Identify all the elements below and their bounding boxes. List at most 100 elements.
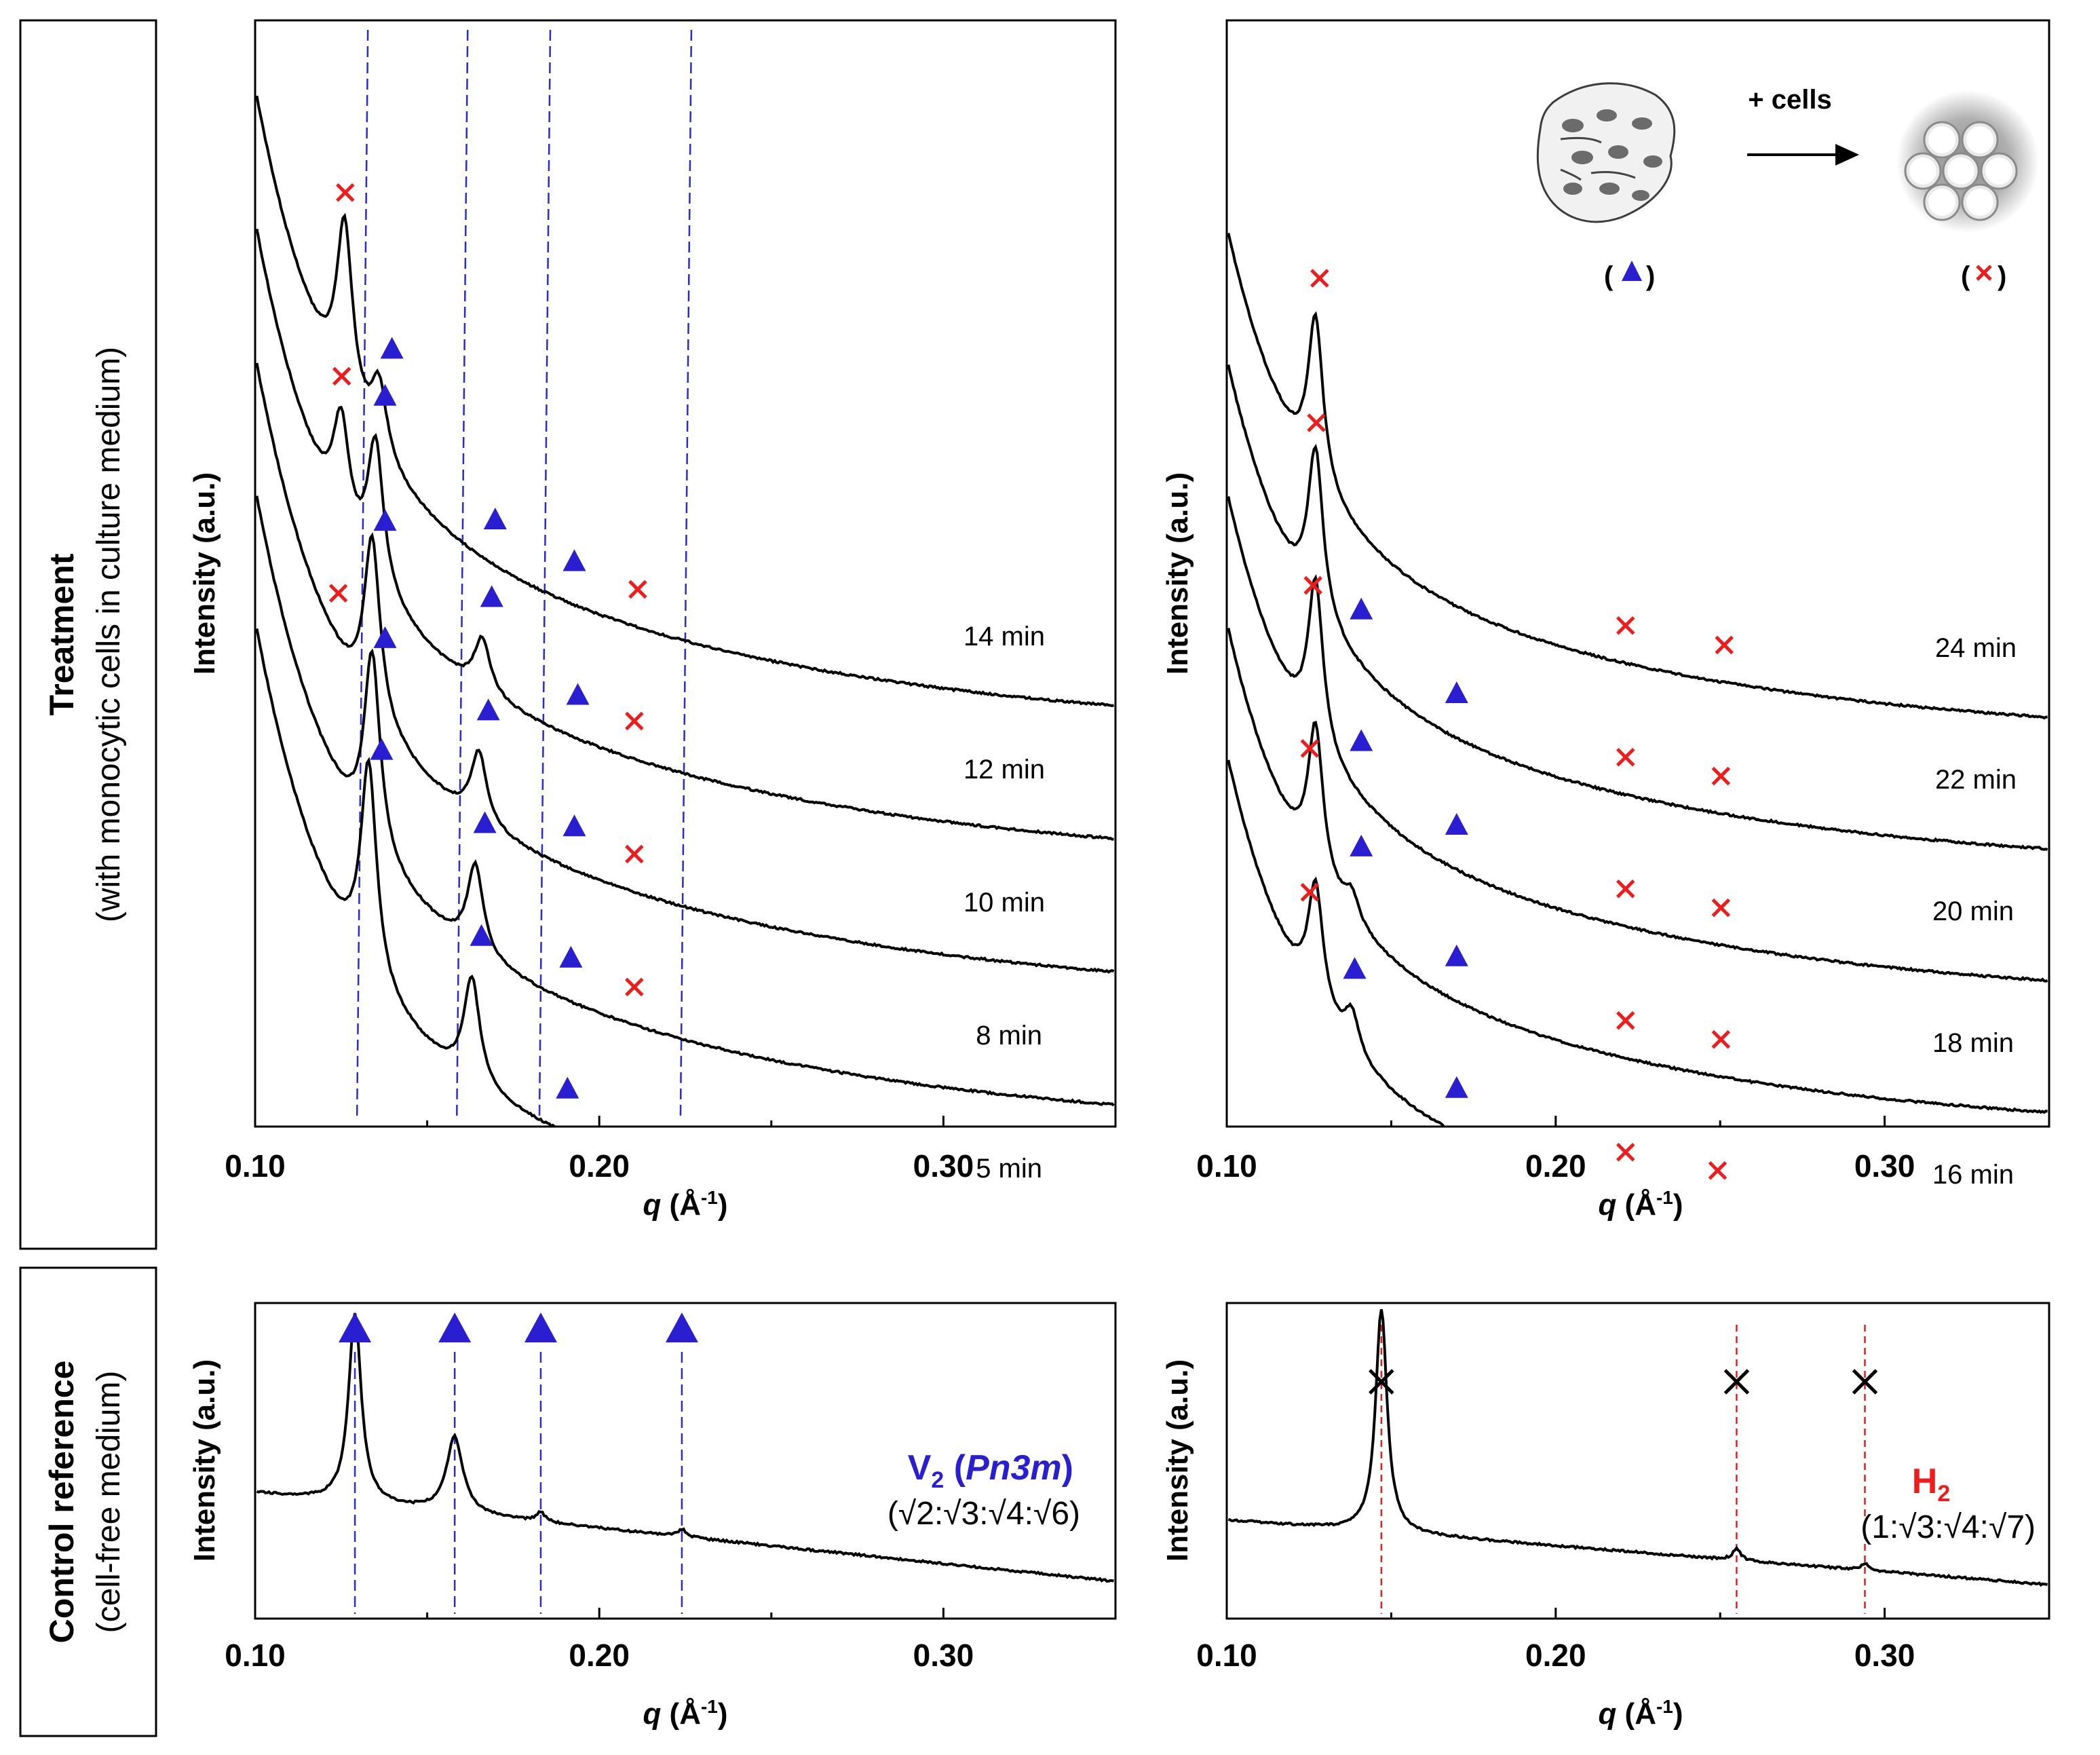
hex-peak-marker	[1310, 269, 1329, 288]
cubic-peak-marker	[1343, 957, 1367, 979]
cubic-phase-illustration	[1536, 82, 1676, 223]
cubic-peak-marker	[483, 508, 507, 530]
hex-peak-marker	[1711, 1030, 1731, 1049]
hex-peak-marker	[1307, 413, 1326, 432]
row-subtitle-control: (cell-free medium)	[91, 1371, 127, 1634]
phase-transition-inset: + cells	[1536, 82, 2039, 291]
row-title-control: Control reference	[43, 1361, 81, 1644]
x-tick-label: 0.30	[913, 1638, 974, 1673]
x-tick-label: 0.20	[569, 1148, 630, 1184]
x-tick-label: 0.20	[1525, 1148, 1586, 1184]
hex-peak-marker	[1616, 879, 1635, 899]
hex-reference-marker	[1723, 1369, 1750, 1395]
hex-peak-marker	[625, 977, 644, 997]
series-curve-8-min	[255, 495, 1115, 1107]
series-label: 12 min	[963, 755, 1045, 785]
series-label: 18 min	[1932, 1028, 2014, 1058]
y-axis-label: Intensity (a.u.)	[1161, 1359, 1194, 1562]
x-tick-label: 0.30	[1854, 1148, 1915, 1184]
hex-peak-marker	[1715, 635, 1734, 655]
panel-treatment-early: 5 min 8 min 10 min 12 min 14 min 0.10 0.20 0.3…	[188, 19, 1117, 1222]
x-tick-label: 0.10	[225, 1148, 286, 1184]
hex-peak-marker	[1300, 739, 1320, 758]
hex-reference-marker	[1852, 1369, 1878, 1395]
cubic-peak-marker	[566, 683, 590, 705]
series-curve-10-min	[255, 362, 1115, 974]
cubic-peak-marker	[1350, 729, 1373, 751]
series-curve-14-min	[255, 95, 1115, 708]
series-label: 14 min	[963, 622, 1045, 652]
series-curve-22-min	[1227, 364, 2048, 851]
cubic-peak-marker	[370, 738, 394, 760]
series-curve-12-min	[255, 229, 1114, 841]
inset-cubic-open: (	[1604, 261, 1614, 291]
hexagonal-phase-illustration	[1896, 90, 2039, 233]
cubic-peak-marker	[1445, 813, 1468, 835]
row-subtitle-treatment: (with monocytic cells in culture medium)	[91, 347, 127, 922]
hex-peak-marker	[1616, 616, 1635, 635]
y-axis-label: Intensity (a.u.)	[1161, 472, 1194, 675]
control-curve	[1227, 1308, 2048, 1587]
ratio-label-v2: (√2:√3:√4:√6)	[887, 1496, 1080, 1532]
inset-hex-close: )	[1998, 261, 2006, 291]
hex-peak-marker	[1711, 898, 1731, 918]
x-tick-label: 0.10	[1196, 1148, 1257, 1184]
x-axis-label: q (Å-1)	[643, 1187, 727, 1222]
x-tick-label: 0.10	[225, 1638, 286, 1673]
series-label: 5 min	[976, 1154, 1042, 1184]
hex-peak-marker	[1616, 747, 1635, 767]
x-tick-label: 0.30	[1854, 1638, 1915, 1673]
series-label: 10 min	[963, 888, 1045, 918]
cubic-reference-marker	[524, 1313, 557, 1342]
series-label: 24 min	[1935, 633, 2017, 663]
series-label: 8 min	[976, 1021, 1042, 1051]
series-label: 20 min	[1932, 897, 2014, 926]
row-label-treatment: Treatment (with monocytic cells in cultu…	[19, 19, 157, 1250]
cubic-guide-line	[455, 29, 469, 1119]
inset-cubic-marker	[1622, 261, 1642, 281]
y-axis-label: Intensity (a.u.)	[188, 1359, 221, 1562]
series-curve-16-min	[1227, 759, 1447, 1127]
hex-peak-marker	[336, 183, 355, 202]
hex-peak-marker	[625, 844, 644, 864]
series-curve-24-min	[1227, 233, 2048, 720]
x-tick-label: 0.30	[913, 1148, 974, 1184]
cubic-peak-marker	[1445, 1076, 1468, 1098]
row-label-control: Control reference (cell-free medium)	[19, 1266, 157, 1737]
hex-peak-marker	[1303, 575, 1322, 595]
cubic-peak-marker	[556, 1076, 579, 1099]
cubic-peak-marker	[373, 509, 397, 531]
cubic-guide-line	[538, 29, 552, 1119]
hex-reference-marker	[1369, 1369, 1394, 1395]
x-tick-label: 0.20	[569, 1638, 630, 1673]
cubic-peak-marker	[1445, 681, 1468, 704]
cubic-reference-marker	[339, 1313, 372, 1342]
arrow-icon	[1835, 144, 1859, 166]
ratio-label-h2: (1:√3:√4:√7)	[1860, 1509, 2036, 1545]
series-curve-5-min	[255, 628, 558, 1127]
inset-arrow-label: + cells	[1748, 85, 1831, 115]
hex-peak-marker	[1711, 766, 1731, 786]
hex-peak-marker	[1708, 1161, 1727, 1180]
series-curve-18-min	[1227, 628, 2048, 1114]
cubic-peak-marker	[1350, 597, 1373, 620]
inset-hex-marker	[1976, 265, 1992, 281]
series-curve-20-min	[1227, 496, 2048, 983]
cubic-guide-line	[679, 29, 693, 1119]
panel-treatment-late: 16 min 18 min 20 min 22 min 24 min 0.10 0.20 0…	[1161, 19, 2050, 1222]
phase-label-v2: V2 (Pn3m)	[908, 1448, 1073, 1493]
cubic-peak-marker	[559, 945, 583, 968]
hex-peak-marker	[328, 584, 348, 603]
hex-peak-marker	[1616, 1011, 1635, 1030]
cubic-peak-marker	[1350, 834, 1373, 856]
row-title-treatment: Treatment	[43, 553, 81, 715]
hex-peak-marker	[625, 711, 644, 731]
cubic-peak-marker	[373, 626, 397, 648]
y-axis-label: Intensity (a.u.)	[188, 472, 221, 675]
cubic-peak-marker	[476, 698, 500, 721]
cubic-peak-marker	[562, 814, 586, 837]
cubic-peak-marker	[380, 337, 404, 359]
cubic-peak-marker	[473, 811, 497, 833]
series-label: 16 min	[1932, 1160, 2014, 1190]
